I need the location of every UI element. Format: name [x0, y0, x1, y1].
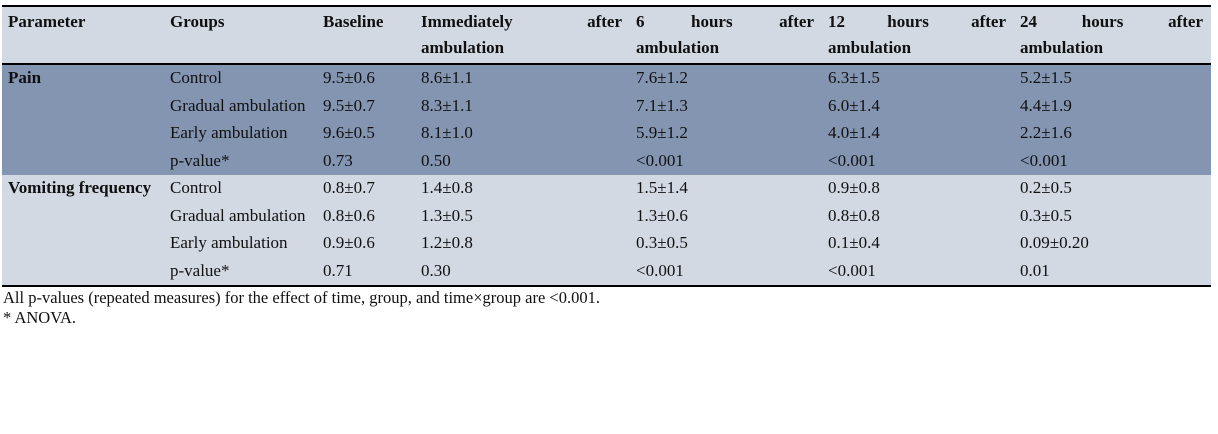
value-cell: <0.001 [630, 147, 822, 175]
value-cell: 0.2±0.5 [1014, 175, 1211, 203]
footnote-pvalues: All p-values (repeated measures) for the… [3, 288, 600, 307]
table-row: Gradual ambulation 9.5±0.7 8.3±1.1 7.1±1… [2, 92, 1211, 120]
group-label: p-value* [164, 147, 317, 175]
value-cell: 6.3±1.5 [822, 64, 1014, 93]
table-row: p-value* 0.71 0.30 <0.001 <0.001 0.01 [2, 257, 1211, 286]
value-cell: 7.6±1.2 [630, 64, 822, 93]
value-cell: <0.001 [1014, 147, 1211, 175]
value-cell: 0.8±0.6 [317, 202, 415, 230]
value-cell: 0.1±0.4 [822, 230, 1014, 258]
value-cell: 1.5±1.4 [630, 175, 822, 203]
header-row: Parameter Groups Baseline Immediately af… [2, 6, 1211, 65]
column-header-6-hours: 6 hours after ambulation [630, 6, 822, 65]
value-cell: 0.30 [415, 257, 630, 286]
table-row: Gradual ambulation 0.8±0.6 1.3±0.5 1.3±0… [2, 202, 1211, 230]
value-cell: 1.2±0.8 [415, 230, 630, 258]
table-row: p-value* 0.73 0.50 <0.001 <0.001 <0.001 [2, 147, 1211, 175]
table-row: Vomiting frequency Control 0.8±0.7 1.4±0… [2, 175, 1211, 286]
value-cell: <0.001 [822, 257, 1014, 286]
parameter-label-vomiting-frequency: Vomiting frequency [2, 175, 164, 286]
value-cell: 9.5±0.7 [317, 92, 415, 120]
value-cell: 8.3±1.1 [415, 92, 630, 120]
group-label: p-value* [164, 257, 317, 286]
table-row: Pain Control 9.5±0.6 8.6±1.1 7.6±1.2 6.3… [2, 64, 1211, 175]
value-cell: 1.3±0.6 [630, 202, 822, 230]
value-cell: 5.9±1.2 [630, 120, 822, 148]
value-cell: <0.001 [822, 147, 1014, 175]
results-table: Parameter Groups Baseline Immediately af… [2, 5, 1211, 287]
group-label: Early ambulation [164, 230, 317, 258]
value-cell: 0.8±0.8 [822, 202, 1014, 230]
section-pain: Pain Control 9.5±0.6 8.6±1.1 7.6±1.2 6.3… [2, 64, 1211, 175]
group-label: Control [164, 175, 317, 203]
table-row: Early ambulation 9.6±0.5 8.1±1.0 5.9±1.2… [2, 120, 1211, 148]
section-vomiting-frequency: Vomiting frequency Control 0.8±0.7 1.4±0… [2, 175, 1211, 286]
column-header-24-hours: 24 hours after ambulation [1014, 6, 1211, 65]
group-label: Gradual ambulation [164, 202, 317, 230]
value-cell: 6.0±1.4 [822, 92, 1014, 120]
value-cell: <0.001 [630, 257, 822, 286]
value-cell: 0.01 [1014, 257, 1211, 286]
value-cell: 0.3±0.5 [1014, 202, 1211, 230]
value-cell: 0.3±0.5 [630, 230, 822, 258]
group-label: Early ambulation [164, 120, 317, 148]
table-row: Early ambulation 0.9±0.6 1.2±0.8 0.3±0.5… [2, 230, 1211, 258]
column-header-parameter: Parameter [2, 6, 164, 65]
results-table-container: Parameter Groups Baseline Immediately af… [0, 5, 1218, 327]
value-cell: 5.2±1.5 [1014, 64, 1211, 93]
column-header-immediately-after: Immediately after ambulation [415, 6, 630, 65]
value-cell: 0.71 [317, 257, 415, 286]
value-cell: 9.5±0.6 [317, 64, 415, 93]
value-cell: 0.9±0.6 [317, 230, 415, 258]
value-cell: 0.8±0.7 [317, 175, 415, 203]
group-label: Gradual ambulation [164, 92, 317, 120]
value-cell: 0.73 [317, 147, 415, 175]
value-cell: 0.50 [415, 147, 630, 175]
value-cell: 0.09±0.20 [1014, 230, 1211, 258]
value-cell: 7.1±1.3 [630, 92, 822, 120]
table-footnotes: All p-values (repeated measures) for the… [3, 288, 1218, 327]
value-cell: 1.4±0.8 [415, 175, 630, 203]
parameter-label-pain: Pain [2, 64, 164, 175]
value-cell: 2.2±1.6 [1014, 120, 1211, 148]
value-cell: 4.0±1.4 [822, 120, 1014, 148]
value-cell: 0.9±0.8 [822, 175, 1014, 203]
footnote-anova: * ANOVA. [3, 307, 77, 327]
value-cell: 8.6±1.1 [415, 64, 630, 93]
value-cell: 8.1±1.0 [415, 120, 630, 148]
group-label: Control [164, 64, 317, 93]
column-header-baseline: Baseline [317, 6, 415, 65]
column-header-groups: Groups [164, 6, 317, 65]
value-cell: 1.3±0.5 [415, 202, 630, 230]
column-header-12-hours: 12 hours after ambulation [822, 6, 1014, 65]
value-cell: 4.4±1.9 [1014, 92, 1211, 120]
value-cell: 9.6±0.5 [317, 120, 415, 148]
